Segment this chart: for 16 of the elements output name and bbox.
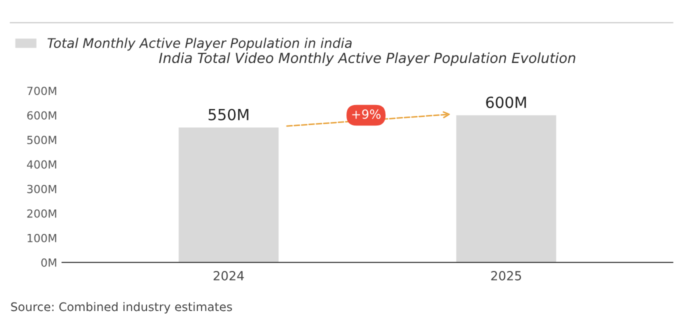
y-tick-label: 0M xyxy=(41,258,56,267)
legend-label: Total Monthly Active Player Population in india xyxy=(48,38,352,51)
annotation: +9% xyxy=(352,109,380,119)
y-tick-label: 100M xyxy=(28,234,56,242)
text: 600M xyxy=(486,96,526,108)
y-tick-label: 700M xyxy=(27,86,56,96)
y-tick-label: 500M xyxy=(27,136,56,144)
source-note: Source: Combined industry estimates xyxy=(11,302,232,314)
text: 550M xyxy=(208,108,248,120)
chart-title: India Total Video Monthly Active Player Population Evolution xyxy=(159,52,576,66)
x-tick-label: 2025 xyxy=(491,270,522,280)
y-tick-label: 400M xyxy=(26,160,56,169)
y-tick-label: 600M xyxy=(27,111,56,120)
y-tick-label: 200M xyxy=(27,209,56,218)
y-tick-label: 300M xyxy=(27,184,56,194)
x-tick-label: 2024 xyxy=(214,270,244,280)
